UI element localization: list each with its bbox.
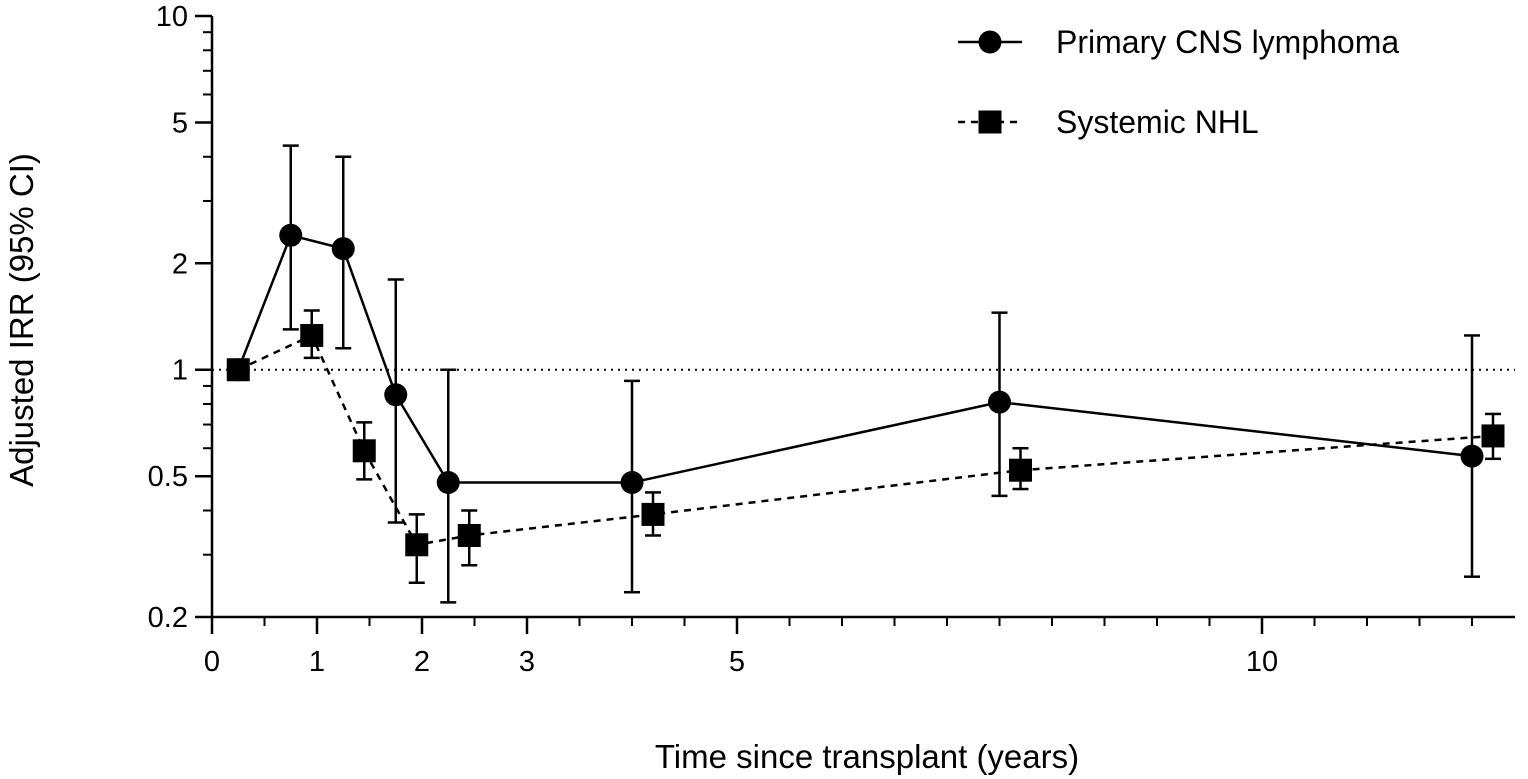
data-point <box>352 439 376 463</box>
data-point <box>641 502 665 526</box>
series-line <box>237 233 1473 484</box>
data-point <box>988 390 1011 414</box>
data-point <box>279 223 303 247</box>
data-point <box>226 358 250 382</box>
x-tick-label: 10 <box>1246 646 1278 678</box>
data-point <box>384 383 408 407</box>
x-tick-label: 3 <box>519 646 535 678</box>
data-point <box>331 237 355 261</box>
series-line <box>237 333 1494 547</box>
data-point <box>436 471 460 495</box>
data-point <box>300 323 324 347</box>
y-tick-label: 0.2 <box>148 602 188 634</box>
series-layer <box>226 144 1505 604</box>
legend-item-2: Systemic NHL <box>958 104 1259 140</box>
legend-marker <box>978 110 1002 134</box>
legend-label: Systemic NHL <box>1056 104 1259 140</box>
data-point <box>457 523 481 547</box>
y-axis-title: Adjusted IRR (95% CI) <box>3 153 40 487</box>
y-tick-label: 2 <box>172 248 188 280</box>
y-tick-label: 1 <box>172 355 188 387</box>
legend-marker <box>978 30 1002 54</box>
y-tick-label: 10 <box>156 1 188 33</box>
legend: Primary CNS lymphoma Systemic NHL <box>958 24 1399 140</box>
x-tick-label: 0 <box>204 646 220 678</box>
axes: 0.2 0.5 1 2 5 10 0 1 2 3 5 10 <box>148 1 1515 678</box>
data-point <box>1009 458 1032 482</box>
data-point <box>405 533 429 557</box>
y-tick-label: 0.5 <box>148 461 188 493</box>
x-tick-label: 1 <box>309 646 325 678</box>
x-tick-label: 2 <box>414 646 430 678</box>
data-point <box>620 471 644 495</box>
x-tick-label: 5 <box>729 646 745 678</box>
legend-item-1: Primary CNS lymphoma <box>958 24 1399 60</box>
x-axis-title: Time since transplant (years) <box>655 738 1079 775</box>
y-tick-label: 5 <box>172 107 188 139</box>
data-point <box>1460 444 1484 468</box>
data-point <box>1481 424 1505 448</box>
legend-label: Primary CNS lymphoma <box>1056 24 1399 60</box>
series-2 <box>226 309 1505 584</box>
